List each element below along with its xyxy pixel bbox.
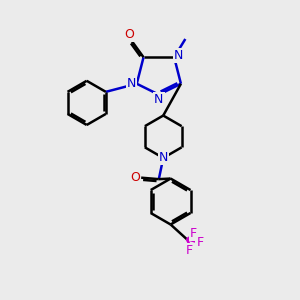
Text: O: O — [130, 171, 140, 184]
Text: N: N — [127, 77, 136, 90]
Text: F: F — [190, 227, 197, 240]
Text: N: N — [174, 49, 183, 62]
Text: F: F — [196, 236, 204, 249]
Text: N: N — [159, 152, 168, 164]
Text: N: N — [154, 93, 164, 106]
Text: F: F — [186, 244, 193, 257]
Text: O: O — [125, 28, 135, 41]
